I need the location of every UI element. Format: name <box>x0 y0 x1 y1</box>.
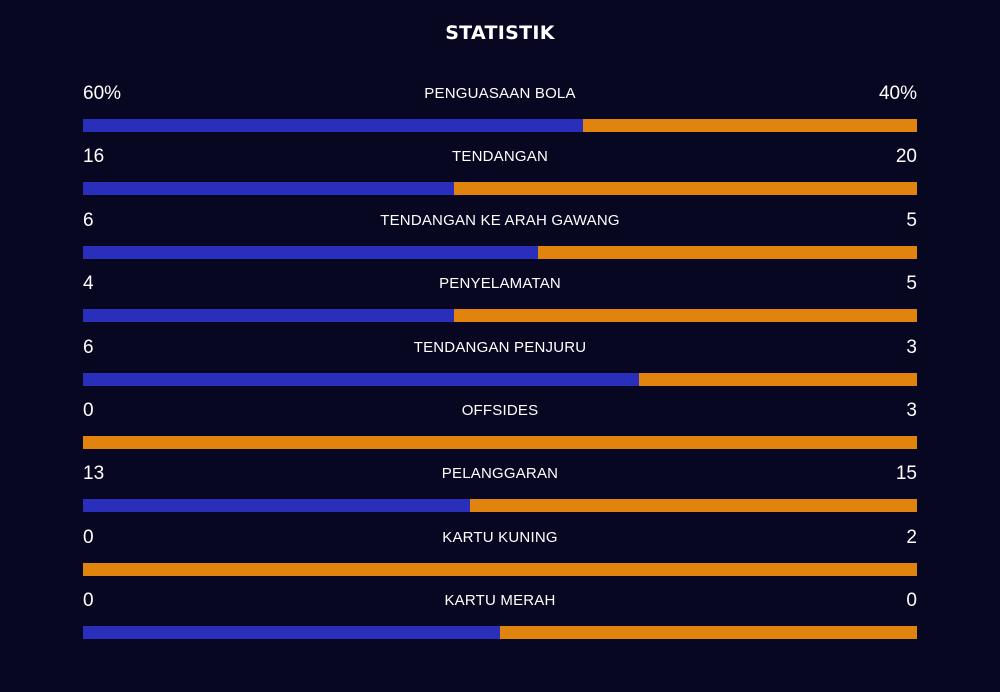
home-value: 0 <box>83 590 94 612</box>
away-value: 3 <box>906 336 917 358</box>
away-value: 5 <box>906 273 917 295</box>
comparison-bar <box>83 372 917 386</box>
away-value: 15 <box>895 463 917 485</box>
stat-label: KARTU KUNING <box>442 528 558 546</box>
home-value: 13 <box>83 463 105 485</box>
away-value: 40% <box>878 83 917 104</box>
home-bar-segment <box>83 182 454 196</box>
home-bar-segment <box>83 372 639 386</box>
stat-row-red-cards: 0 KARTU MERAH 0 <box>83 587 917 650</box>
stats-title: STATISTIK <box>445 22 555 44</box>
comparison-bar <box>83 435 917 449</box>
away-bar-segment <box>470 499 917 513</box>
comparison-bar <box>83 626 917 640</box>
away-bar-segment <box>537 245 917 259</box>
away-bar-segment <box>638 372 917 386</box>
stat-row-shots: 16 TENDANGAN 20 <box>83 143 917 206</box>
away-value: 0 <box>906 590 917 612</box>
away-bar-segment <box>83 562 917 576</box>
away-bar-segment <box>453 309 917 323</box>
away-bar-segment <box>453 182 917 196</box>
home-bar-segment <box>83 309 454 323</box>
home-bar-segment <box>83 245 538 259</box>
comparison-bar <box>83 245 917 259</box>
comparison-bar <box>83 499 917 513</box>
away-bar-segment <box>583 119 917 132</box>
stat-label: PENYELAMATAN <box>439 275 561 293</box>
home-value: 0 <box>83 399 94 421</box>
away-value: 2 <box>906 526 917 548</box>
stats-list: 60% PENGUASAAN BOLA 40% 16 TENDANGAN 20 … <box>83 80 917 651</box>
away-bar-segment <box>83 435 917 449</box>
stat-label: TENDANGAN KE ARAH GAWANG <box>380 211 620 229</box>
stat-row-corners: 6 TENDANGAN PENJURU 3 <box>83 334 917 397</box>
stat-label: PELANGGARAN <box>441 465 559 483</box>
stat-row-yellow-cards: 0 KARTU KUNING 2 <box>83 524 917 587</box>
stat-label: PENGUASAAN BOLA <box>424 85 576 102</box>
home-value: 4 <box>83 273 94 295</box>
home-value: 6 <box>83 209 94 231</box>
comparison-bar <box>83 562 917 576</box>
stat-row-shots-on-target: 6 TENDANGAN KE ARAH GAWANG 5 <box>83 207 917 270</box>
home-value: 0 <box>83 526 94 548</box>
home-value: 16 <box>83 146 105 168</box>
comparison-bar <box>83 119 917 132</box>
comparison-bar <box>83 309 917 323</box>
home-bar-segment <box>83 626 500 640</box>
stat-row-fouls: 13 PELANGGARAN 15 <box>83 460 917 523</box>
home-value: 60% <box>83 83 122 104</box>
home-bar-segment <box>83 499 471 513</box>
away-value: 3 <box>906 399 917 421</box>
stat-row-offsides: 0 OFFSIDES 3 <box>83 397 917 460</box>
stat-label: OFFSIDES <box>461 401 539 419</box>
stat-label: TENDANGAN PENJURU <box>413 338 587 356</box>
away-value: 20 <box>895 146 917 168</box>
comparison-bar <box>83 182 917 196</box>
stat-label: TENDANGAN <box>452 148 548 166</box>
stat-label: KARTU MERAH <box>444 592 556 610</box>
away-bar-segment <box>500 626 917 640</box>
stat-row-saves: 4 PENYELAMATAN 5 <box>83 270 917 333</box>
home-value: 6 <box>83 336 94 358</box>
stat-row-possession: 60% PENGUASAAN BOLA 40% <box>83 80 917 143</box>
away-value: 5 <box>906 209 917 231</box>
home-bar-segment <box>83 119 584 132</box>
